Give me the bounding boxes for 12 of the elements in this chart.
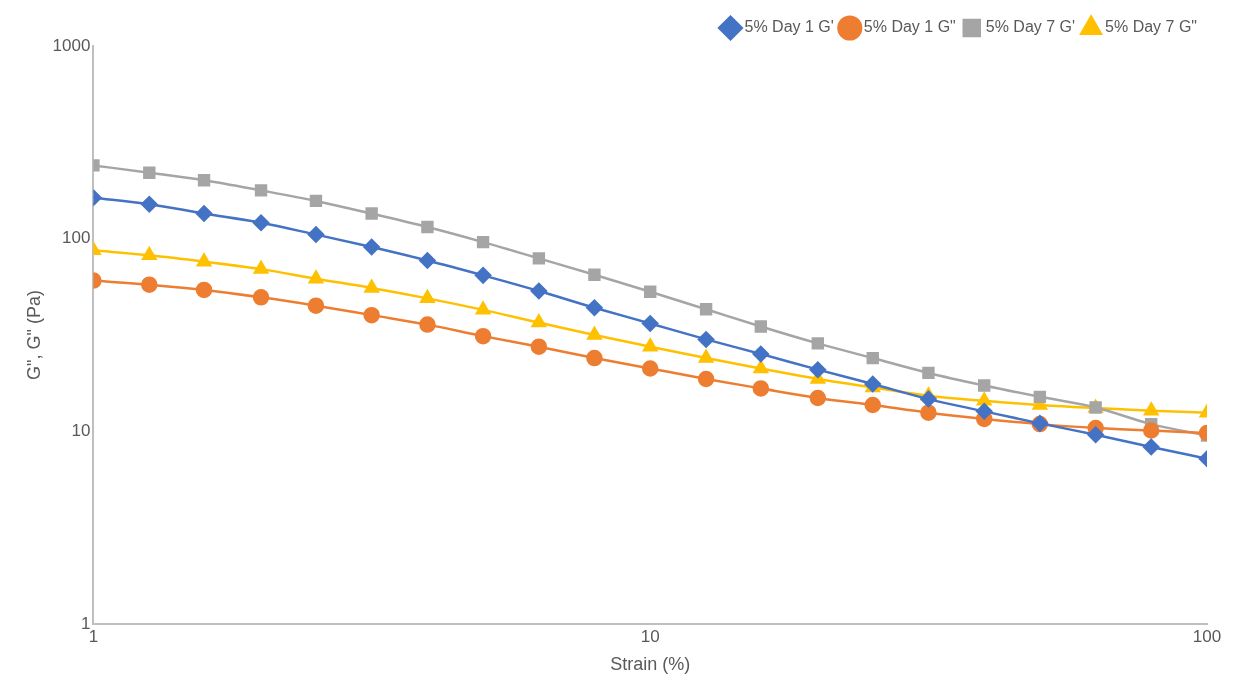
- y-tick-label: 1: [80, 613, 91, 633]
- legend-label: 5% Day 7 G": [1105, 18, 1197, 36]
- y-axis-title: G", G" (Pa): [23, 290, 44, 380]
- legend-label: 5% Day 7 G': [985, 18, 1076, 36]
- x-axis-title: Strain (%): [610, 654, 691, 675]
- y-tick-label: 1000: [52, 35, 91, 55]
- y-tick-label: 10: [71, 421, 91, 441]
- x-tick-label: 100: [1192, 626, 1222, 646]
- x-tick-label: 10: [640, 626, 660, 646]
- y-tick-label: 100: [62, 228, 91, 248]
- legend-label: 5% Day 1 G': [744, 18, 834, 36]
- legend-label: 5% Day 1 G": [863, 18, 956, 36]
